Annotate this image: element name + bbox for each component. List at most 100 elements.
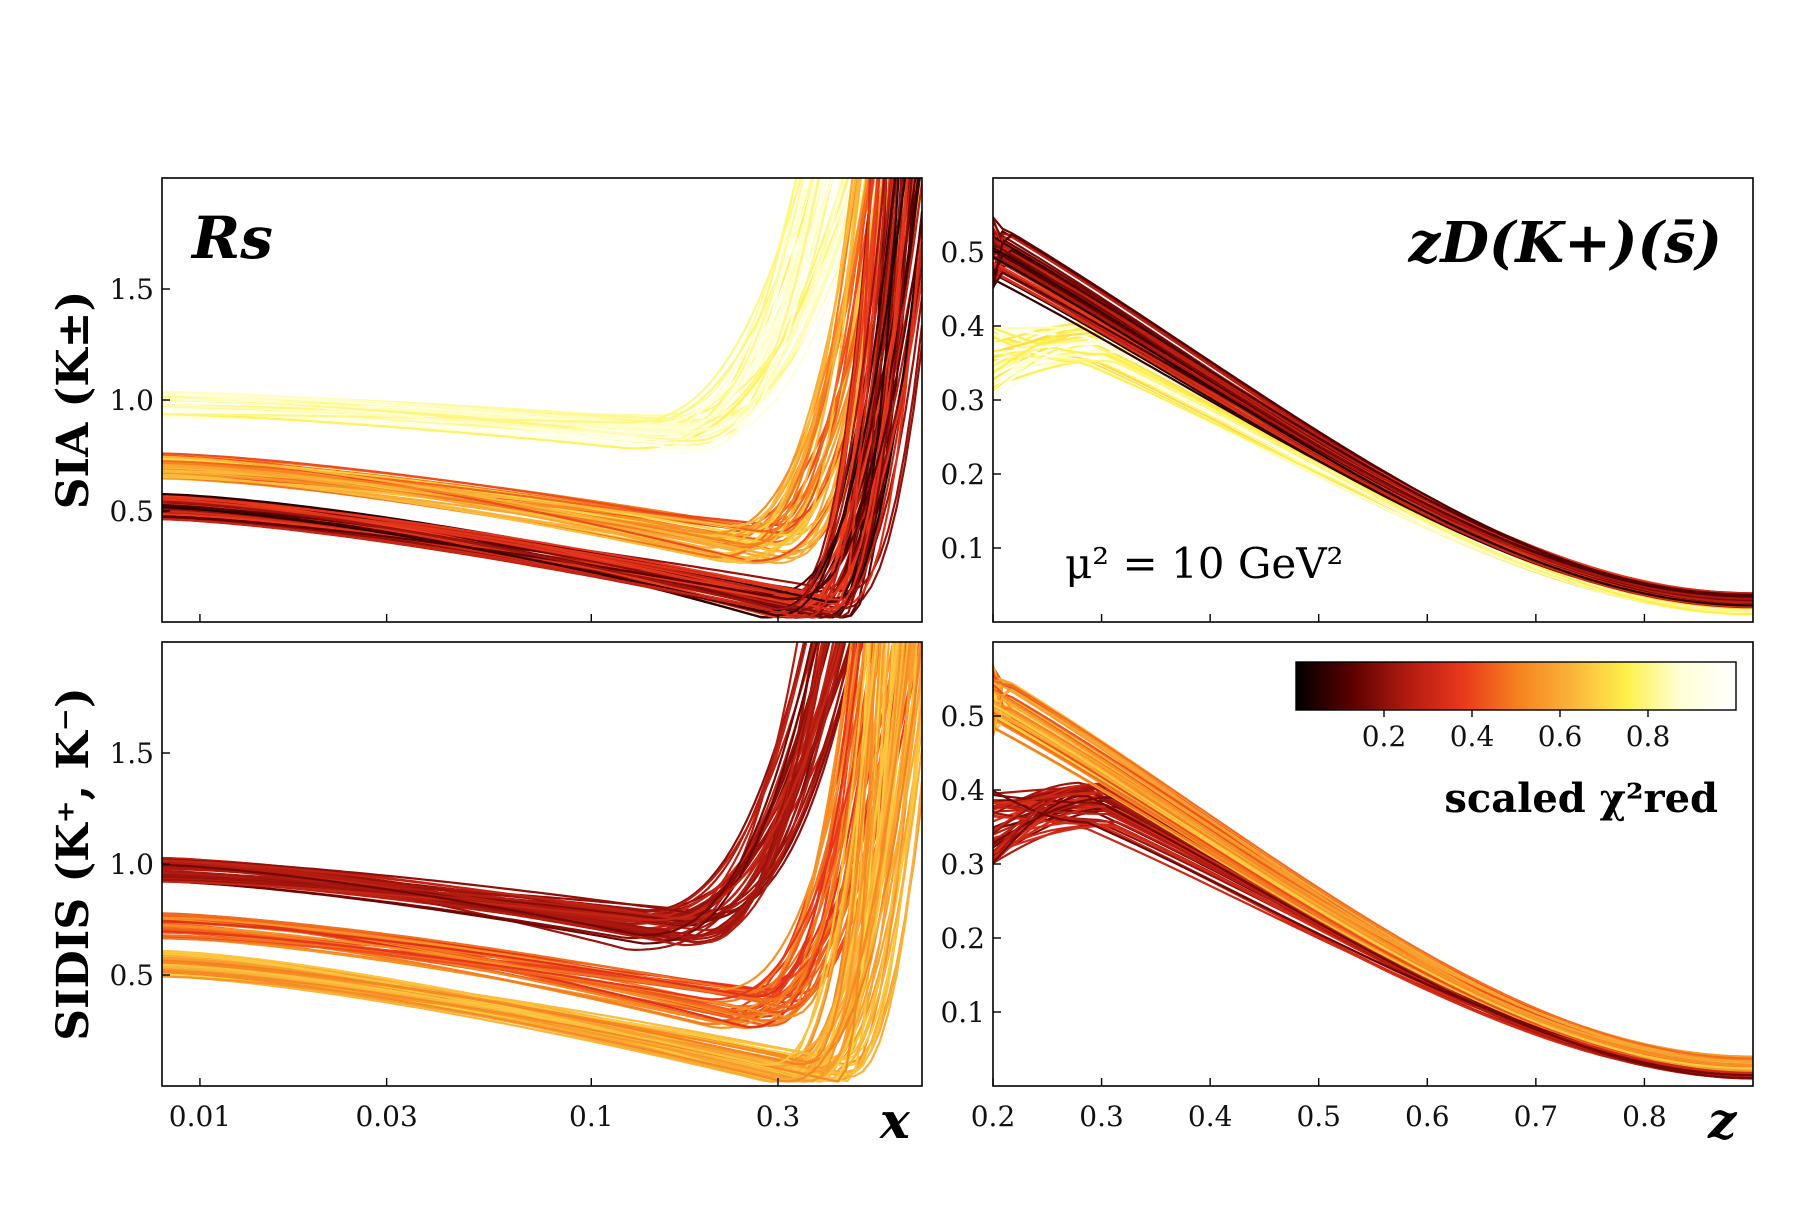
y-tick-label: 0.5 xyxy=(940,236,985,269)
y-tick-label: 0.4 xyxy=(940,310,985,343)
y-tick-label: 0.5 xyxy=(109,959,154,992)
panel-rs-sia: 0.5 1.0 1.5 Rs xyxy=(109,177,923,623)
axis-ticks: 0.5 1.0 1.5 xyxy=(109,273,779,622)
replica-curve xyxy=(993,679,1753,1060)
colorbar-label: scaled χ²red xyxy=(1444,775,1718,822)
replica-curve xyxy=(993,795,1753,1077)
panel-title-rs: Rs xyxy=(190,204,273,272)
y-tick-label: 0.5 xyxy=(109,495,154,528)
replica-curve xyxy=(162,178,886,611)
replica-curve xyxy=(162,642,858,923)
replica-curve xyxy=(162,642,861,993)
replica-curve xyxy=(162,642,868,991)
replica-curve xyxy=(162,178,871,601)
x-tick-label: 0.01 xyxy=(169,1100,231,1133)
replica-curve xyxy=(162,178,916,565)
scale-annotation: μ² = 10 GeV² xyxy=(1065,539,1343,588)
replica-curve xyxy=(162,178,854,530)
x-tick-label: 0.3 xyxy=(756,1100,801,1133)
curves-rs-sidis xyxy=(162,642,922,1083)
x-tick-label: 0.03 xyxy=(355,1100,417,1133)
replica-curve xyxy=(993,710,1753,1071)
axis-ticks: 0.1 0.2 0.3 0.4 0.5 0.2 0.3 0.4 0.5 0.6 0.7 0.8 xyxy=(940,700,1666,1133)
replica-curve xyxy=(162,178,897,529)
row-label-sia: SIA (K±) xyxy=(48,291,99,510)
replica-curve xyxy=(162,642,813,937)
y-tick-label: 0.4 xyxy=(940,774,985,807)
replica-curve xyxy=(993,803,1753,1080)
replica-curve xyxy=(162,178,870,534)
replica-curve xyxy=(993,708,1753,1063)
panel-rs-sidis: 0.5 1.0 1.5 0.01 0.03 0.1 0.3 xyxy=(109,641,923,1133)
replica-curve xyxy=(162,178,908,597)
y-tick-label: 0.3 xyxy=(940,848,985,881)
replica-curve xyxy=(162,178,812,443)
x-tick-label: 0.7 xyxy=(1514,1100,1559,1133)
colorbar-tick-label: 0.8 xyxy=(1626,720,1671,753)
axis-ticks: 0.5 1.0 1.5 0.01 0.03 0.1 0.3 xyxy=(109,737,800,1133)
replica-curve xyxy=(162,642,873,1001)
colorbar: 0.2 0.4 0.6 0.8 scaled χ²red xyxy=(1295,661,1737,822)
curves-rs-sia xyxy=(162,178,922,619)
z-axis-label: z xyxy=(1707,1091,1738,1150)
y-tick-label: 1.5 xyxy=(109,737,154,770)
colorbar-ticks: 0.2 0.4 0.6 0.8 xyxy=(1362,710,1671,753)
y-tick-label: 1.0 xyxy=(109,848,154,881)
panel-zd-sia: 0.1 0.2 0.3 0.4 0.5 zD(K+)(s̄) μ² = 10 GeV² xyxy=(940,177,1754,623)
curves-zd-sia xyxy=(993,216,1753,616)
replica-curve xyxy=(162,642,859,916)
replica-curve xyxy=(162,642,878,1067)
colorbar-tick-label: 0.4 xyxy=(1450,720,1495,753)
replica-curve xyxy=(993,233,1753,599)
x-tick-label: 0.6 xyxy=(1405,1100,1450,1133)
replica-curve xyxy=(162,642,877,1064)
row-label-sidis: SIDIS (K⁺, K⁻) xyxy=(48,687,99,1040)
colorbar-gradient xyxy=(1295,661,1737,711)
colorbar-tick-label: 0.6 xyxy=(1538,720,1583,753)
replica-curve xyxy=(162,178,863,551)
replica-curve xyxy=(162,642,818,945)
replica-curve xyxy=(162,642,882,1001)
replica-curve xyxy=(993,703,1753,1070)
y-tick-label: 1.0 xyxy=(109,384,154,417)
replica-curve xyxy=(162,642,824,920)
replica-curve xyxy=(162,178,803,424)
replica-curve xyxy=(993,688,1753,1063)
panel-zd-sidis: 0.1 0.2 0.3 0.4 0.5 0.2 0.3 0.4 0.5 0.6 0.7 0.8 xyxy=(940,641,1754,1133)
x-tick-label: 0.5 xyxy=(1296,1100,1341,1133)
y-tick-label: 0.1 xyxy=(940,996,985,1029)
replica-curve xyxy=(993,339,1753,616)
axis-ticks: 0.1 0.2 0.3 0.4 0.5 xyxy=(940,236,1646,622)
y-tick-label: 0.5 xyxy=(940,700,985,733)
replica-curve xyxy=(162,642,912,1083)
replica-curve xyxy=(162,178,850,450)
replica-curve xyxy=(162,642,863,998)
x-tick-label: 0.8 xyxy=(1622,1100,1667,1133)
replica-curve xyxy=(162,219,922,601)
x-tick-label: 0.4 xyxy=(1188,1100,1233,1133)
replica-curve xyxy=(162,642,843,922)
y-tick-label: 0.2 xyxy=(940,458,985,491)
x-axis-label: x xyxy=(879,1091,911,1150)
replica-curve xyxy=(162,178,847,434)
replica-curve xyxy=(162,178,869,535)
curves-zd-sidis xyxy=(993,664,1753,1080)
replica-curve xyxy=(993,255,1753,600)
replica-curve xyxy=(162,178,868,533)
x-tick-label: 0.3 xyxy=(1079,1100,1124,1133)
x-tick-label: 0.1 xyxy=(569,1100,614,1133)
y-tick-label: 1.5 xyxy=(109,273,154,306)
y-tick-label: 0.3 xyxy=(940,384,985,417)
colorbar-tick-label: 0.2 xyxy=(1362,720,1407,753)
replica-curve xyxy=(162,642,872,1057)
replica-curve xyxy=(162,178,888,619)
replica-curve xyxy=(993,255,1753,607)
panel-title-zd: zD(K+)(s̄) xyxy=(1408,210,1722,276)
y-tick-label: 0.2 xyxy=(940,922,985,955)
replica-curve xyxy=(162,642,880,1019)
x-tick-label: 0.2 xyxy=(971,1100,1016,1133)
replica-curve xyxy=(162,178,843,440)
replica-curve xyxy=(993,699,1753,1059)
replica-curve xyxy=(162,178,917,563)
